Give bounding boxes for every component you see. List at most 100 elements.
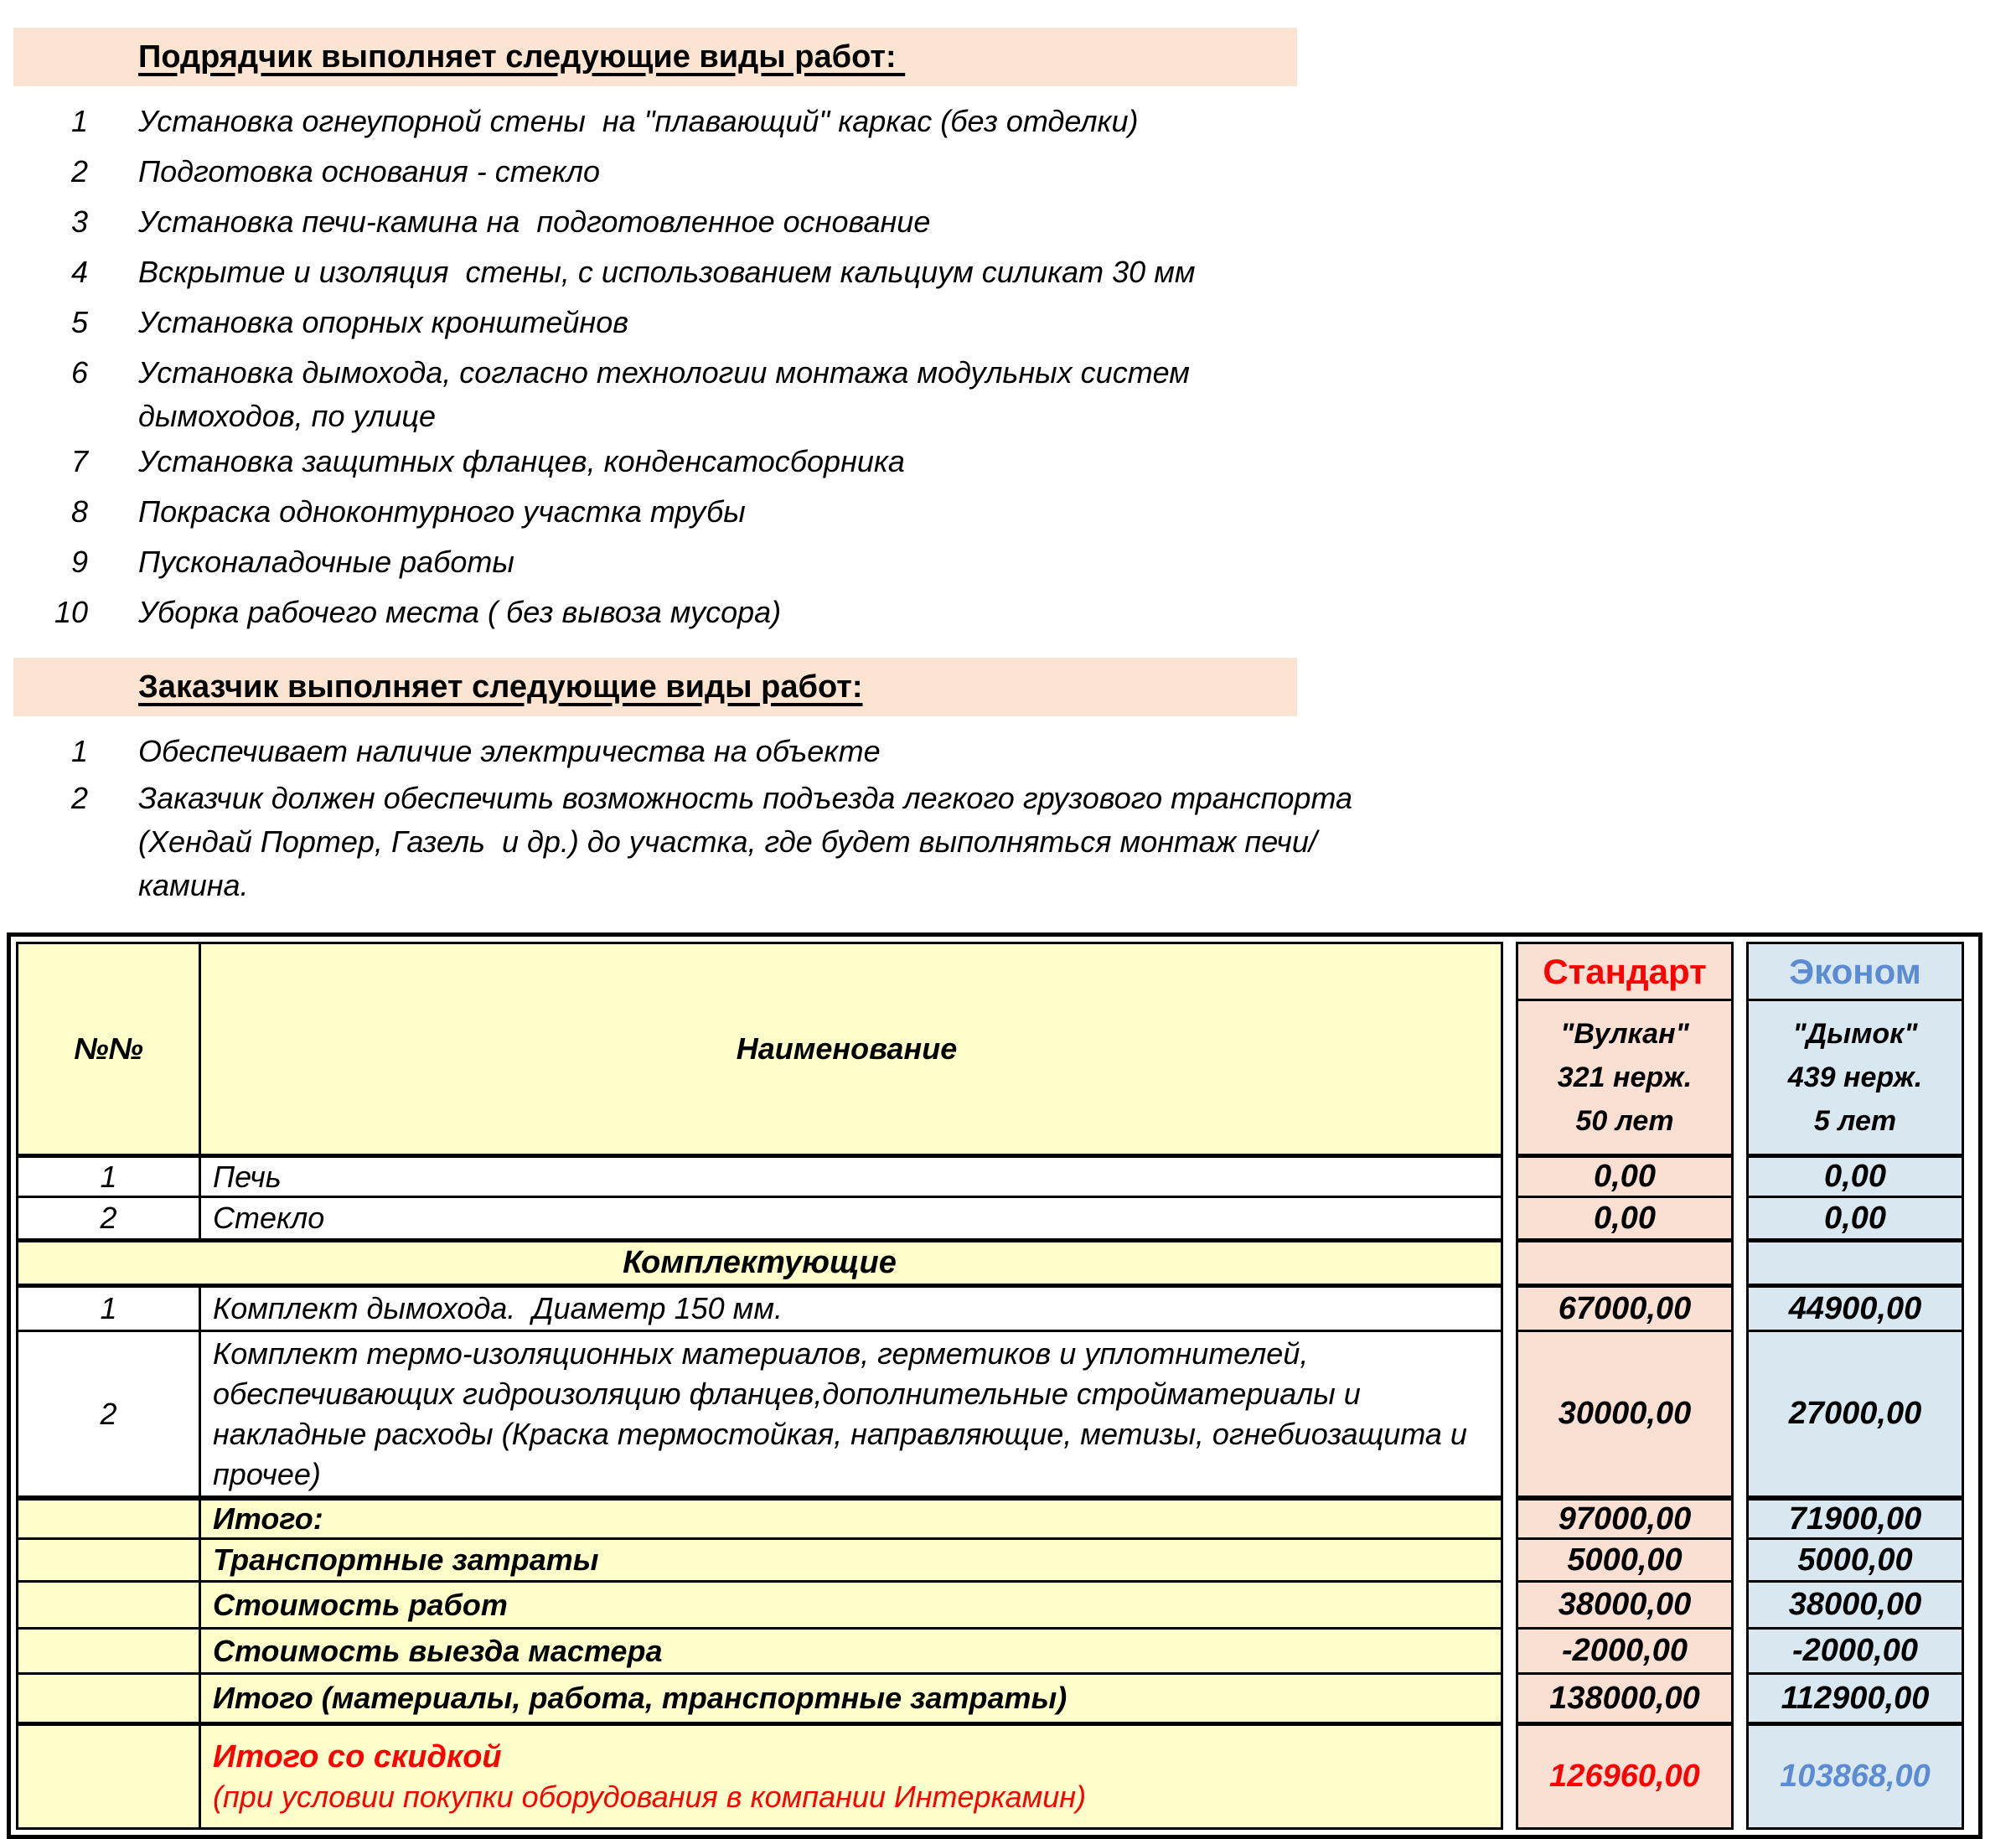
item-text: Установка защитных фланцев, конденсатосб… — [138, 444, 905, 478]
discount-title: Итого со скидкой — [213, 1738, 502, 1774]
cell-name: Итого: — [213, 1501, 323, 1536]
item-number: 3 — [70, 204, 88, 239]
standard-column-subtitle: "Вулкан" 321 нерж. 50 лет — [1518, 999, 1731, 1154]
econom-column-subtitle: "Дымок" 439 нерж. 5 лет — [1749, 999, 1962, 1154]
table-row: 2 Стекло — [18, 1196, 1501, 1238]
list-item: 5 Установка опорных кронштейнов — [0, 299, 2016, 349]
discount-condition: (при условии покупки оборудования в комп… — [213, 1779, 1087, 1814]
list-item: 1 Обеспечивает наличие электричества на о… — [0, 728, 2016, 775]
cell-num: 1 — [18, 1158, 201, 1196]
list-item: 7 Установка защитных фланцев, конденсатос… — [0, 438, 2016, 488]
cell-name: Комплект дымохода. Диаметр 150 мм. — [213, 1291, 783, 1325]
cell-num — [18, 1583, 201, 1627]
cell-standard-value: 0,00 — [1518, 1196, 1731, 1238]
econom-column: Эконом "Дымок" 439 нерж. 5 лет 0,00 0,00… — [1746, 942, 1964, 1830]
table-row: 1 Комплект дымохода. Диаметр 150 мм. — [18, 1284, 1501, 1330]
cell-num — [18, 1630, 201, 1672]
contractor-works-title: Подрядчик выполняет следующие виды работ… — [138, 39, 906, 75]
list-item: 2 Заказчик должен обеспечить возможность … — [0, 775, 2016, 907]
list-item: 8 Покраска одноконтурного участка трубы — [0, 488, 2016, 539]
summary-row-total: Итого: — [18, 1495, 1501, 1537]
table-row: 2 Комплект термо-изоляционных материалов… — [18, 1330, 1501, 1495]
list-item: 9 Пусконаладочные работы — [0, 539, 2016, 589]
cell-standard-value: 67000,00 — [1518, 1284, 1731, 1330]
cell-name: Итого (материалы, работа, транспортные з… — [213, 1681, 1067, 1715]
cell-standard-value: 5000,00 — [1518, 1537, 1731, 1580]
section-title: Комплектующие — [623, 1245, 897, 1280]
customer-works-list: 1 Обеспечивает наличие электричества на о… — [0, 728, 2016, 907]
item-number: 1 — [70, 734, 88, 768]
subtitle-line: "Дымок" — [1792, 1018, 1918, 1050]
subtitle-line: 439 нерж. — [1787, 1062, 1923, 1093]
item-text: Установка дымохода, согласно технологии … — [138, 355, 1198, 433]
cell-econom-value: -2000,00 — [1749, 1627, 1962, 1672]
cell-num — [18, 1540, 201, 1580]
table-row: 1 Печь — [18, 1154, 1501, 1196]
cell-num — [18, 1726, 201, 1827]
table-header-row: №№ Наименование — [18, 944, 1501, 1154]
cell-name: Итого со скидкой (при условии покупки об… — [201, 1726, 1501, 1827]
cell-num: 2 — [18, 1332, 201, 1495]
cell-standard-value: 38000,00 — [1518, 1580, 1731, 1627]
cell-standard-value: 0,00 — [1518, 1154, 1731, 1196]
summary-row-master-visit: Стоимость выезда мастера — [18, 1627, 1501, 1672]
list-item: 3 Установка печи-камина на подготовленное… — [0, 199, 2016, 249]
subtitle-line: 5 лет — [1813, 1105, 1897, 1137]
item-text: Вскрытие и изоляция стены, с использован… — [138, 255, 1196, 289]
cell-num — [18, 1501, 201, 1537]
subtitle-line: 50 лет — [1575, 1105, 1674, 1137]
summary-row-grand-total: Итого (материалы, работа, транспортные з… — [18, 1672, 1501, 1722]
item-number: 9 — [70, 545, 88, 579]
cell-name: Транспортные затраты — [213, 1542, 599, 1577]
col-header-num: №№ — [18, 944, 201, 1154]
subtitle-line: 321 нерж. — [1557, 1062, 1693, 1093]
cell-econom-value: 0,00 — [1749, 1196, 1962, 1238]
contractor-works-band: Подрядчик выполняет следующие виды работ… — [13, 28, 1297, 86]
item-number: 10 — [54, 595, 88, 629]
econom-column-title: Эконом — [1789, 951, 1921, 991]
cell-econom-value: 27000,00 — [1749, 1330, 1962, 1495]
contractor-works-list: 1 Установка огнеупорной стены на "плавающ… — [0, 98, 2016, 639]
item-text: Уборка рабочего места ( без вывоза мусор… — [138, 595, 782, 629]
cell-name: Стекло — [213, 1201, 325, 1235]
cell-econom-value — [1749, 1238, 1962, 1284]
cell-name: Комплект термо-изоляционных материалов, … — [213, 1335, 1476, 1491]
cell-name: Стоимость выезда мастера — [213, 1633, 663, 1668]
item-number: 2 — [70, 154, 88, 189]
cell-standard-value: 97000,00 — [1518, 1495, 1731, 1537]
standard-column-title: Стандарт — [1543, 951, 1707, 991]
cell-standard-value: -2000,00 — [1518, 1627, 1731, 1672]
item-number: 6 — [70, 355, 88, 390]
cell-standard-value: 30000,00 — [1518, 1330, 1731, 1495]
customer-works-band: Заказчик выполняет следующие виды работ: — [13, 658, 1297, 716]
cell-econom-value: 112900,00 — [1749, 1672, 1962, 1722]
column-gap — [1734, 942, 1746, 1830]
item-text: Обеспечивает наличие электричества на об… — [138, 734, 881, 768]
col-header-name: Наименование — [736, 1031, 958, 1066]
cell-name: Печь — [213, 1159, 282, 1194]
list-item: 6 Установка дымохода, согласно технологии… — [0, 349, 2016, 438]
subtitle-line: "Вулкан" — [1560, 1018, 1689, 1050]
summary-row-transport: Транспортные затраты — [18, 1537, 1501, 1580]
cell-num — [18, 1675, 201, 1722]
cell-num: 2 — [18, 1198, 201, 1238]
cell-econom-value: 0,00 — [1749, 1154, 1962, 1196]
price-table-main: №№ Наименование 1 Печь 2 Стекло Комплект… — [16, 942, 1503, 1830]
item-text: Покраска одноконтурного участка трубы — [138, 494, 746, 529]
cell-name: Стоимость работ — [213, 1587, 508, 1622]
item-number: 2 — [70, 781, 88, 815]
cell-econom-discount-value: 103868,00 — [1749, 1722, 1962, 1827]
section-row-components: Комплектующие — [18, 1238, 1501, 1284]
item-text: Установка печи-камина на подготовленное … — [138, 204, 931, 239]
standard-column: Стандарт "Вулкан" 321 нерж. 50 лет 0,00 … — [1516, 942, 1734, 1830]
customer-works-title: Заказчик выполняет следующие виды работ: — [138, 669, 863, 705]
item-number: 1 — [70, 104, 88, 138]
item-text: Установка опорных кронштейнов — [138, 305, 629, 339]
list-item: 4 Вскрытие и изоляция стены, с использова… — [0, 249, 2016, 299]
page: { "colors": { "band_bg": "#FBE5D2", "yel… — [0, 28, 2016, 1839]
column-gap — [1503, 942, 1516, 1830]
item-number: 8 — [70, 494, 88, 529]
cell-econom-value: 38000,00 — [1749, 1580, 1962, 1627]
summary-row-work-cost: Стоимость работ — [18, 1580, 1501, 1627]
summary-row-discount: Итого со скидкой (при условии покупки об… — [18, 1722, 1501, 1827]
